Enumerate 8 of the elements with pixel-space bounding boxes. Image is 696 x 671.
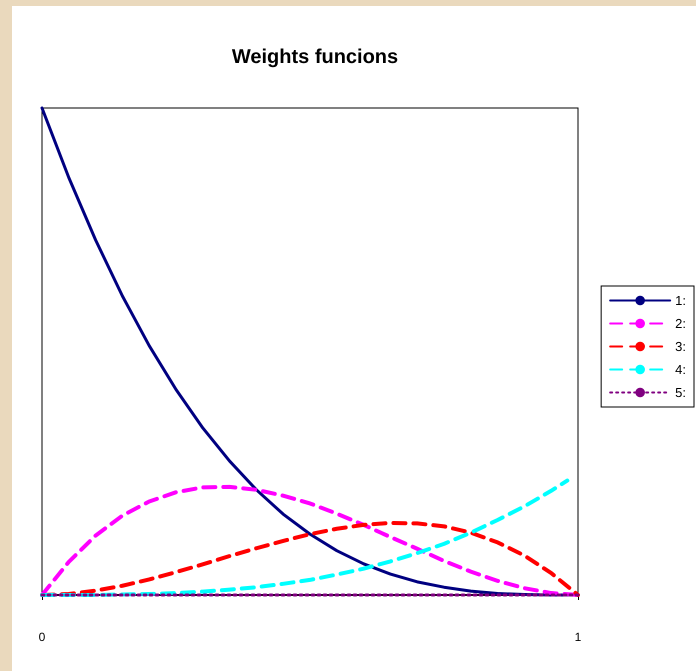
- x-tick-label: 1: [574, 630, 582, 644]
- legend-label: 5:: [675, 385, 686, 400]
- legend-label: 1:: [675, 293, 686, 308]
- legend-label: 2:: [675, 316, 686, 331]
- legend-label: 4:: [675, 362, 686, 377]
- legend-label: 3:: [675, 339, 686, 354]
- x-tick-label: 0: [38, 630, 46, 644]
- chart-title: Weights funcions: [232, 46, 398, 68]
